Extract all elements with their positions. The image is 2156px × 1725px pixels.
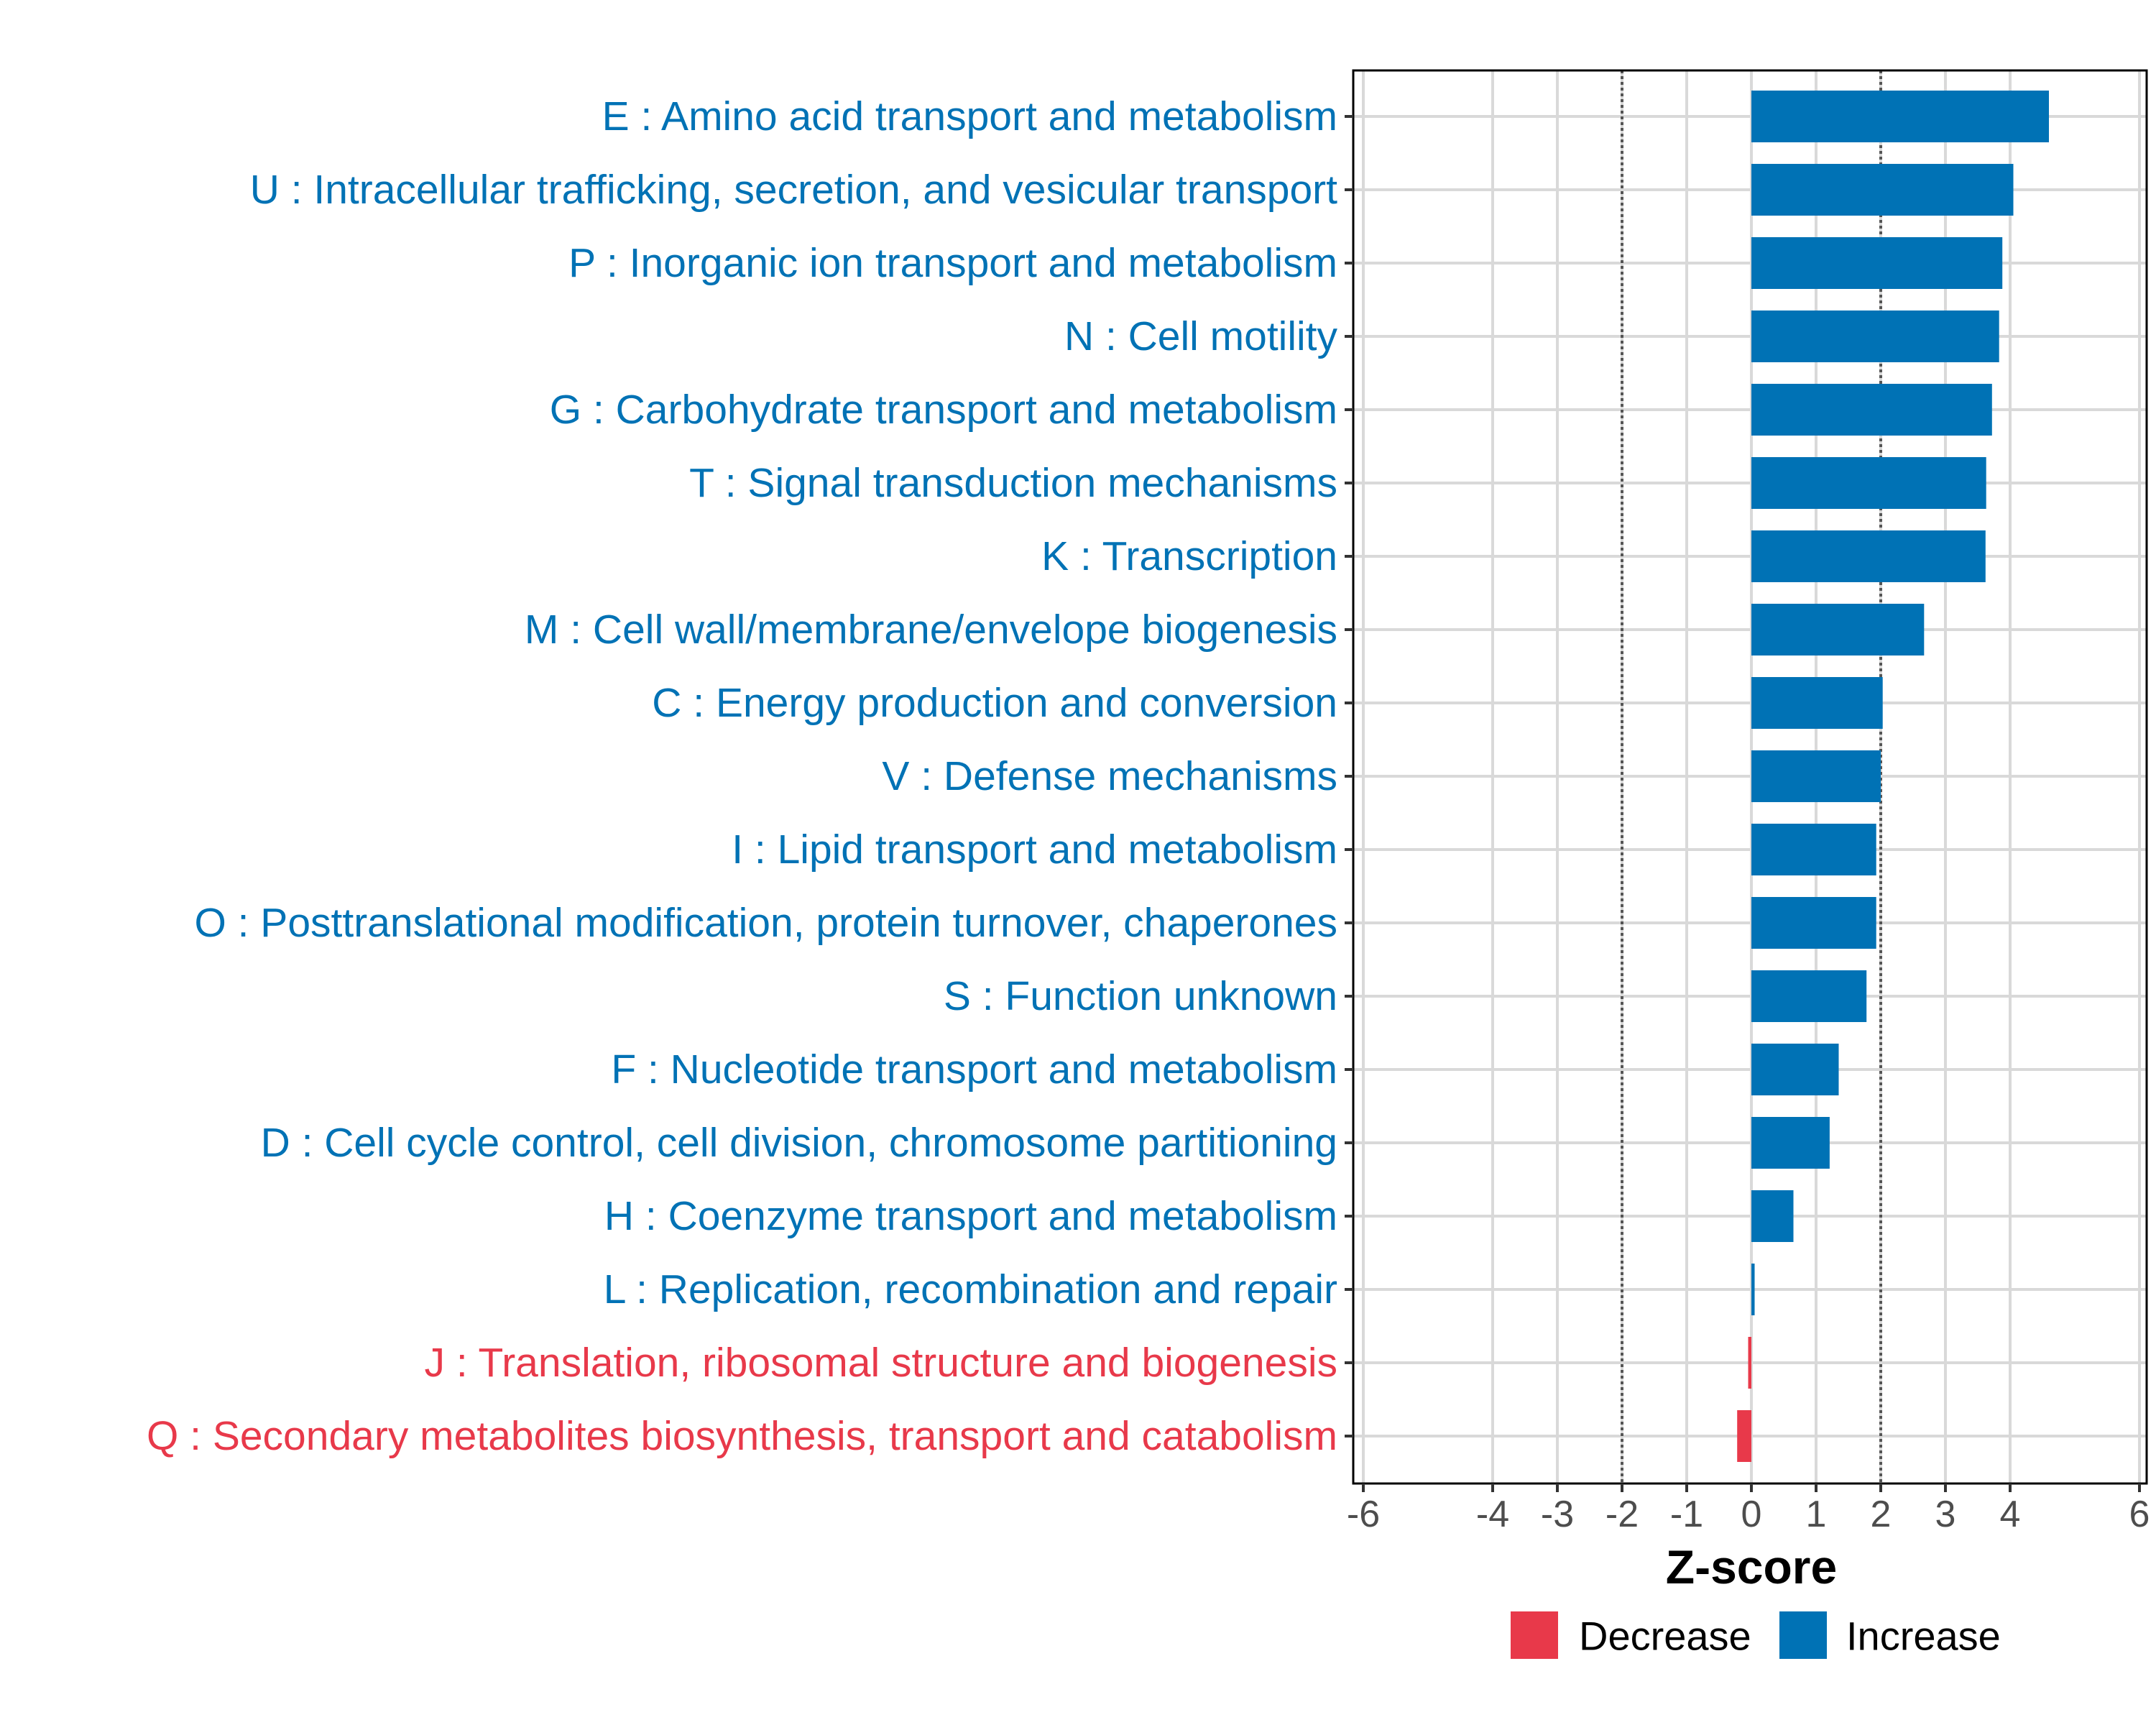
category-label: E : Amino acid transport and metabolism [602,93,1337,139]
category-label: K : Transcription [1041,533,1337,579]
bar [1751,677,1883,729]
bar [1751,237,2003,289]
x-tick-label: -3 [1541,1494,1574,1535]
bar [1751,897,1876,949]
x-axis-title: Z-score [1666,1540,1837,1593]
category-label: D : Cell cycle control, cell division, c… [261,1120,1337,1166]
x-axis: -6 -4 -3 -2 -1 0 1 2 3 4 6 [1347,1484,2150,1535]
horizontal-gridlines [1353,115,2147,1438]
x-tick-label: -2 [1606,1494,1639,1535]
bar [1751,1264,1755,1315]
category-label: U : Intracellular trafficking, secretion… [250,167,1337,213]
bar [1751,91,2049,142]
bar [1751,1190,1794,1242]
category-label: H : Coenzyme transport and metabolism [604,1193,1337,1239]
x-tick-label: -1 [1670,1494,1703,1535]
category-label: N : Cell motility [1064,313,1338,359]
category-label: L : Replication, recombination and repai… [604,1266,1337,1312]
bar [1737,1410,1751,1462]
bar [1748,1337,1751,1389]
category-label: M : Cell wall/membrane/envelope biogenes… [525,607,1337,653]
bar [1751,824,1876,875]
y-axis: E : Amino acid transport and metabolism U… [147,93,1353,1459]
category-label: S : Function unknown [944,973,1337,1019]
bar [1751,970,1867,1022]
x-tick-label: 1 [1806,1494,1827,1535]
bar [1751,750,1881,802]
bar [1751,1117,1830,1169]
x-tick-label: -6 [1347,1494,1380,1535]
x-tick-label: 6 [2129,1494,2150,1535]
bars [1737,91,2049,1462]
legend-label-decrease: Decrease [1579,1614,1751,1659]
bar [1751,604,1925,656]
bar [1751,530,1986,582]
category-label: O : Posttranslational modification, prot… [194,900,1337,946]
bar [1751,1044,1839,1095]
bar [1751,310,1999,362]
category-label: J : Translation, ribosomal structure and… [425,1340,1337,1386]
bar [1751,164,2014,216]
x-tick-label: 0 [1741,1494,1762,1535]
x-tick-label: -4 [1476,1494,1509,1535]
category-label: G : Carbohydrate transport and metabolis… [550,387,1337,433]
category-label: I : Lipid transport and metabolism [732,827,1337,873]
x-tick-label: 2 [1871,1494,1892,1535]
x-tick-label: 4 [2000,1494,2021,1535]
category-label: Q : Secondary metabolites biosynthesis, … [147,1413,1337,1459]
legend-swatch-increase [1779,1611,1827,1659]
category-label: T : Signal transduction mechanisms [689,460,1337,506]
legend: Decrease Increase [1511,1611,2001,1659]
category-label: C : Energy production and conversion [652,680,1337,726]
x-tick-label: 3 [1935,1494,1956,1535]
category-label: F : Nucleotide transport and metabolism [611,1046,1337,1092]
category-label: P : Inorganic ion transport and metaboli… [568,240,1337,286]
legend-label-increase: Increase [1846,1614,2001,1659]
bar [1751,457,1986,509]
bar [1751,384,1992,436]
legend-swatch-decrease [1511,1611,1558,1659]
category-label: V : Defense mechanisms [882,753,1337,799]
